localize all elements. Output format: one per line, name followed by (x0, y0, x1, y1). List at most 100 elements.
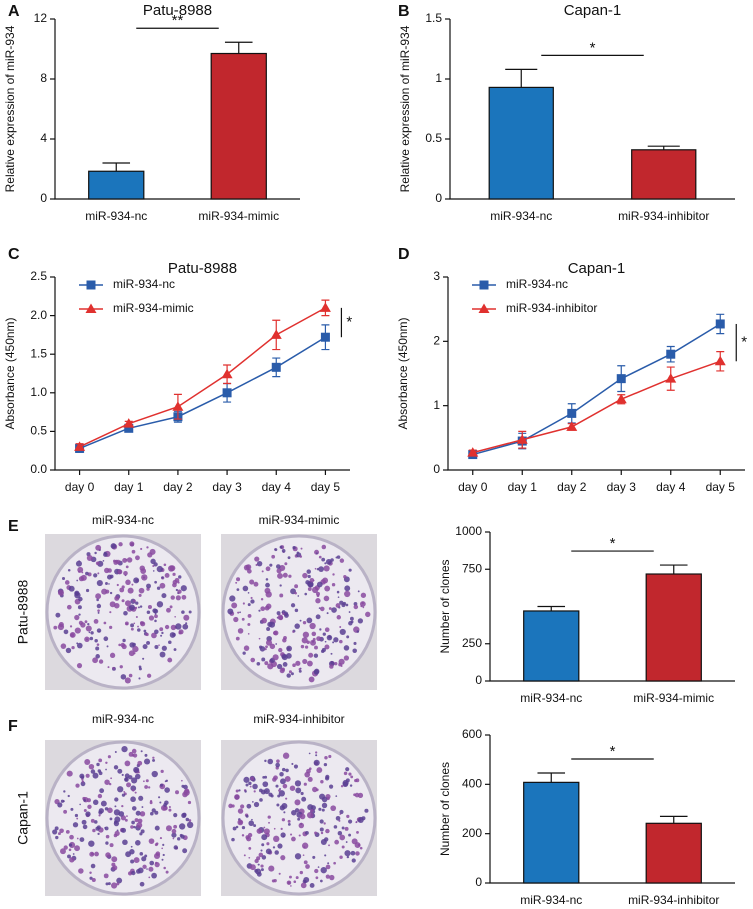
colony (318, 566, 324, 572)
colony (116, 877, 123, 884)
colony (121, 773, 124, 777)
colony (66, 604, 72, 610)
colony (66, 770, 73, 777)
colony (354, 842, 361, 849)
colony (99, 788, 105, 794)
colony (110, 777, 113, 780)
colony (75, 560, 82, 567)
colony (325, 828, 330, 834)
colony (90, 769, 96, 774)
colony (85, 625, 92, 632)
colony (105, 582, 108, 585)
colony (102, 560, 105, 562)
colony (250, 657, 256, 663)
colony (340, 785, 344, 788)
panel-letter: F (8, 718, 18, 735)
colony (57, 589, 64, 596)
colony (316, 581, 323, 588)
colony (255, 868, 262, 875)
colony (281, 818, 286, 822)
colony (160, 634, 163, 637)
colony (326, 634, 333, 641)
colony (263, 828, 270, 835)
colony (254, 556, 260, 562)
colony (109, 601, 116, 608)
bar (631, 149, 697, 200)
colony (312, 786, 318, 793)
colony (109, 574, 114, 579)
colony (105, 852, 111, 858)
colony (320, 780, 324, 784)
colony (71, 645, 75, 650)
colony (277, 843, 283, 849)
colony (352, 648, 357, 654)
colony (314, 645, 318, 650)
colony (324, 854, 327, 857)
colony (113, 765, 119, 770)
colony (129, 541, 135, 547)
colony (84, 636, 90, 642)
colony (324, 644, 330, 650)
colony (250, 599, 255, 604)
colony (267, 815, 271, 819)
colony (286, 645, 292, 652)
colony (63, 845, 68, 850)
marker (222, 388, 232, 398)
colony (178, 631, 182, 635)
colony (242, 651, 246, 655)
colony (104, 779, 110, 785)
colony (298, 668, 301, 671)
colony (83, 809, 87, 813)
colony (247, 592, 250, 594)
colony (131, 549, 136, 554)
colony (182, 848, 188, 854)
colony (264, 661, 269, 666)
colony (241, 825, 246, 830)
panel-letter: C (8, 246, 20, 263)
colony (173, 813, 178, 818)
colony (78, 576, 85, 582)
colony (170, 595, 175, 600)
colony (335, 795, 338, 797)
colony (334, 839, 340, 845)
colony (324, 562, 327, 565)
colony (259, 645, 263, 649)
colony (265, 582, 270, 588)
colony (101, 588, 108, 595)
colony (287, 881, 291, 885)
colony (97, 793, 103, 799)
colony (109, 591, 113, 595)
colony (163, 802, 167, 807)
colony (266, 627, 271, 632)
colony (133, 825, 136, 829)
colony (315, 876, 319, 880)
legend-marker (86, 280, 96, 290)
colony (282, 783, 288, 789)
colony (252, 783, 258, 790)
colony (78, 868, 84, 874)
colony (259, 798, 263, 802)
colony (341, 826, 345, 830)
colony (261, 855, 267, 860)
colony (138, 665, 142, 669)
significance-label: * (590, 39, 596, 56)
colony (127, 587, 134, 594)
colony (161, 645, 167, 651)
colony (357, 618, 364, 624)
colony (337, 831, 343, 836)
colony (87, 804, 92, 810)
plate (45, 534, 201, 690)
colony (130, 627, 134, 631)
colony (261, 657, 266, 662)
colony (354, 792, 360, 798)
colony (67, 794, 70, 798)
colony (336, 590, 340, 594)
marker (221, 368, 233, 379)
colony (362, 606, 365, 609)
colony (131, 748, 137, 754)
colony (258, 852, 264, 858)
colony (345, 778, 350, 783)
colony (288, 574, 292, 578)
colony (328, 607, 332, 610)
colony (98, 630, 100, 633)
